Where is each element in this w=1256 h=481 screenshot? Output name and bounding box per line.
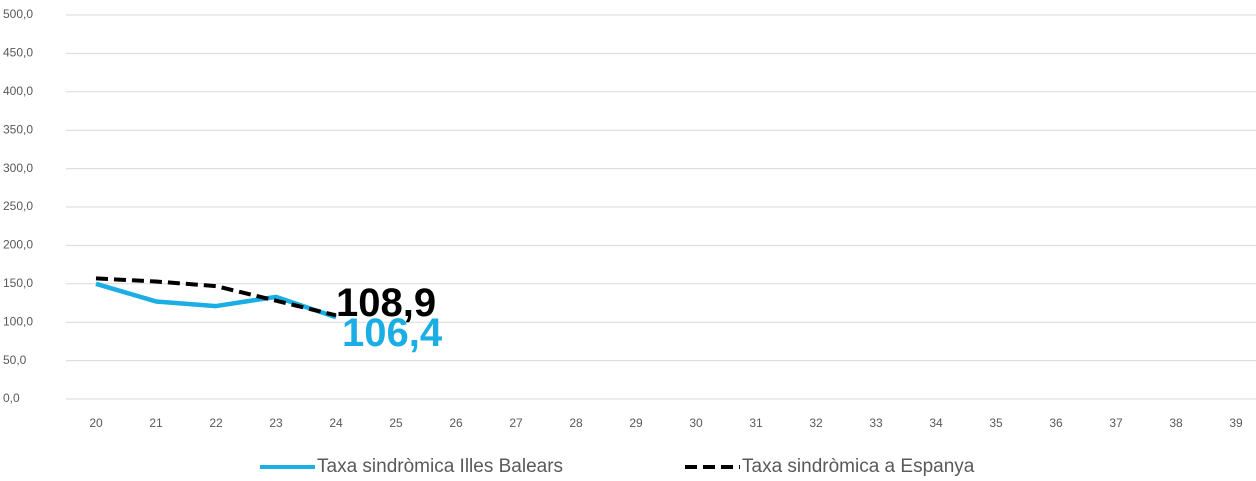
series-line — [95, 281, 337, 320]
x-tick-label: 25 — [389, 416, 403, 430]
x-tick-label: 23 — [269, 416, 283, 430]
x-tick-label: 29 — [629, 416, 643, 430]
x-tick-label: 28 — [569, 416, 583, 430]
legend-label: Taxa sindròmica Illes Balears — [317, 456, 563, 477]
y-tick-label: 0,0 — [3, 391, 20, 405]
x-tick-label: 39 — [1229, 416, 1243, 430]
x-tick-label: 36 — [1049, 416, 1063, 430]
x-tick-label: 20 — [89, 416, 103, 430]
data-label: 108,9 — [336, 281, 436, 325]
x-tick-label: 35 — [989, 416, 1003, 430]
x-tick-label: 22 — [209, 416, 223, 430]
x-tick-label: 27 — [509, 416, 523, 430]
y-tick-label: 100,0 — [3, 314, 33, 328]
series-line — [95, 276, 337, 318]
x-tick-label: 33 — [869, 416, 883, 430]
y-tick-label: 300,0 — [3, 161, 33, 175]
x-tick-label: 32 — [809, 416, 823, 430]
x-tick-label: 24 — [329, 416, 343, 430]
x-tick-label: 30 — [689, 416, 703, 430]
y-tick-label: 450,0 — [3, 46, 33, 60]
x-tick-label: 37 — [1109, 416, 1123, 430]
x-tick-label: 34 — [929, 416, 943, 430]
y-tick-label: 150,0 — [3, 276, 33, 290]
x-tick-label: 31 — [749, 416, 763, 430]
x-tick-label: 26 — [449, 416, 463, 430]
legend-label: Taxa sindròmica a Espanya — [742, 456, 975, 477]
y-tick-label: 350,0 — [3, 122, 33, 136]
x-tick-label: 21 — [149, 416, 163, 430]
y-tick-label: 50,0 — [3, 353, 27, 367]
y-tick-label: 200,0 — [3, 238, 33, 252]
x-tick-label: 38 — [1169, 416, 1183, 430]
y-tick-label: 500,0 — [3, 7, 33, 21]
y-tick-label: 250,0 — [3, 199, 33, 213]
data-label: 106,4 — [342, 311, 443, 355]
y-tick-label: 400,0 — [3, 84, 33, 98]
